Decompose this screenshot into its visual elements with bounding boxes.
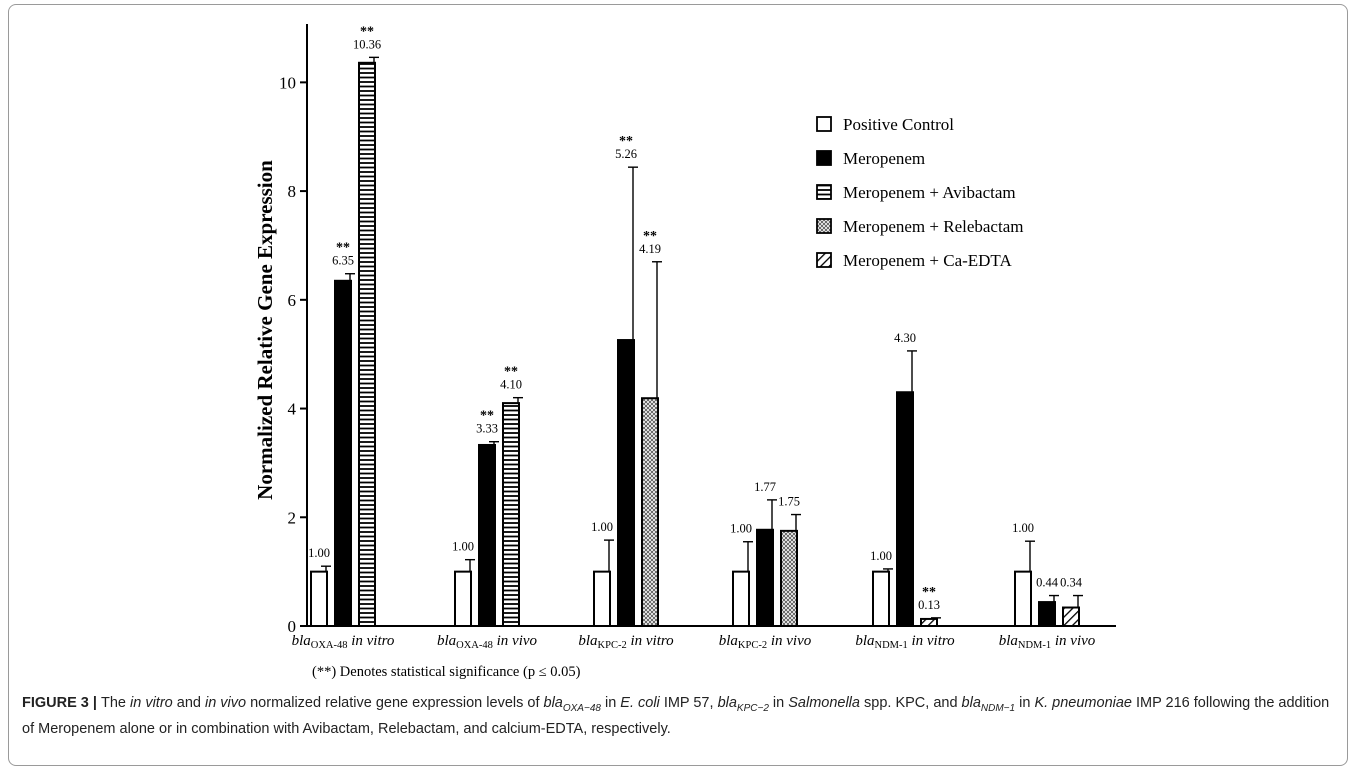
bar-value-label: 10.36 — [353, 37, 381, 51]
category-label: blaOXA-48 in vitro — [292, 633, 395, 651]
caption-text: in — [600, 695, 621, 711]
bar-value-label: 6.35 — [332, 254, 354, 268]
category-label: blaNDM-1 in vivo — [999, 633, 1096, 651]
caption-text: spp. KPC, and — [859, 695, 962, 711]
bar-value-label: 1.00 — [591, 520, 613, 534]
significance-footnote: (**) Denotes statistical significance (p… — [312, 664, 581, 680]
bar-value-label: 1.00 — [870, 549, 892, 563]
legend: Positive Control Meropenem Meropenem + Avi… — [816, 115, 1023, 270]
caption-gene: bla — [543, 695, 563, 711]
caption-text: and — [172, 695, 205, 711]
bar-relebactam — [780, 529, 798, 628]
y-tick-label: 0 — [288, 617, 297, 636]
y-tick-label: 2 — [288, 508, 297, 527]
bar-value-label: 4.19 — [639, 242, 661, 256]
y-tick-label: 6 — [288, 291, 297, 310]
significance-marker: ** — [504, 365, 518, 380]
bar-avibactam — [502, 402, 520, 628]
bar-value-label: 4.30 — [894, 331, 916, 345]
bar-value-label: 1.75 — [778, 495, 800, 509]
bar-chart: Normalized Relative Gene Expression 0 2 4 6… — [253, 24, 1116, 680]
bar-positive-control — [872, 570, 890, 627]
bar-value-label: 1.00 — [308, 546, 330, 560]
legend-label: Meropenem + Ca-EDTA — [843, 251, 1012, 270]
bar-positive-control — [310, 570, 328, 627]
caption-species: K. pneumoniae — [1034, 695, 1132, 711]
bar-meropenem — [478, 443, 496, 627]
bar-value-label: 1.77 — [754, 480, 776, 494]
y-axis-title: Normalized Relative Gene Expression — [253, 160, 277, 500]
bar-meropenem — [756, 528, 774, 627]
bar-positive-control — [732, 570, 750, 627]
significance-marker: ** — [336, 241, 350, 256]
category-label: blaKPC-2 in vivo — [719, 633, 812, 651]
category-label: blaKPC-2 in vitro — [578, 633, 674, 651]
y-tick-label: 4 — [288, 400, 297, 419]
significance-marker: ** — [619, 134, 633, 149]
bar-meropenem — [334, 279, 352, 627]
caption-gene-sub: NDM−1 — [980, 702, 1016, 714]
bar-positive-control — [454, 570, 472, 627]
caption-text: in — [768, 695, 789, 711]
bar-value-label: 1.00 — [730, 522, 752, 536]
bar-avibactam — [358, 61, 376, 628]
caption-text: in — [1015, 695, 1035, 711]
significance-marker: ** — [922, 585, 936, 600]
caption-text: The — [101, 695, 131, 711]
caption-species: E. coli — [620, 695, 660, 711]
figure-label: FIGURE 3 — [22, 695, 89, 711]
bar-value-label: 0.44 — [1036, 576, 1059, 590]
legend-swatch-avibactam — [816, 184, 832, 200]
bar-value-label: 1.00 — [1012, 521, 1034, 535]
legend-label: Positive Control — [843, 115, 954, 134]
caption-text: IMP 216 following the addition of Merope… — [22, 695, 1330, 737]
bar-ca-edta — [1062, 606, 1080, 627]
legend-swatch-relebactam — [816, 218, 832, 234]
caption-gene: bla — [961, 695, 981, 711]
caption-italic: in vitro — [130, 695, 173, 711]
significance-marker: ** — [643, 229, 657, 244]
caption-gene-sub: OXA−48 — [562, 702, 601, 714]
bar-ca-edta — [920, 617, 938, 628]
legend-swatch-positive-control — [816, 116, 832, 132]
bar-positive-control — [593, 570, 611, 627]
legend-swatch-ca-edta — [816, 252, 832, 268]
caption-text: IMP 57, — [659, 695, 718, 711]
category-label: blaNDM-1 in vitro — [855, 633, 955, 651]
bar-value-label: 0.13 — [918, 598, 940, 612]
figure-frame — [8, 4, 1348, 766]
legend-label: Meropenem — [843, 149, 925, 168]
caption-gene: bla — [717, 695, 737, 711]
figure-caption: FIGURE 3 | The in vitro and in vivo norm… — [22, 693, 1340, 739]
category-label: blaOXA-48 in vivo — [437, 633, 538, 651]
significance-marker: ** — [360, 24, 374, 39]
legend-label: Meropenem + Relebactam — [843, 217, 1023, 236]
caption-text: normalized relative gene expression leve… — [246, 695, 544, 711]
caption-italic: in vivo — [204, 695, 247, 711]
bar-meropenem — [896, 391, 914, 627]
legend-label: Meropenem + Avibactam — [843, 183, 1016, 202]
bar-value-label: 0.34 — [1060, 576, 1083, 590]
bar-positive-control — [1014, 570, 1032, 627]
bar-meropenem — [617, 339, 635, 627]
bar-value-label: 3.33 — [476, 422, 498, 436]
bar-value-label: 1.00 — [452, 540, 474, 554]
bar-value-label: 4.10 — [500, 378, 522, 392]
caption-separator: | — [88, 695, 101, 711]
bar-relebactam — [641, 397, 659, 627]
significance-marker: ** — [480, 409, 494, 424]
bar-value-label: 5.26 — [615, 147, 637, 161]
caption-gene-sub: KPC−2 — [736, 702, 769, 714]
caption-species: Salmonella — [788, 695, 860, 711]
legend-swatch-meropenem — [816, 150, 832, 166]
y-tick-label: 8 — [288, 182, 297, 201]
bar-meropenem — [1038, 601, 1056, 628]
y-tick-label: 10 — [279, 73, 296, 92]
